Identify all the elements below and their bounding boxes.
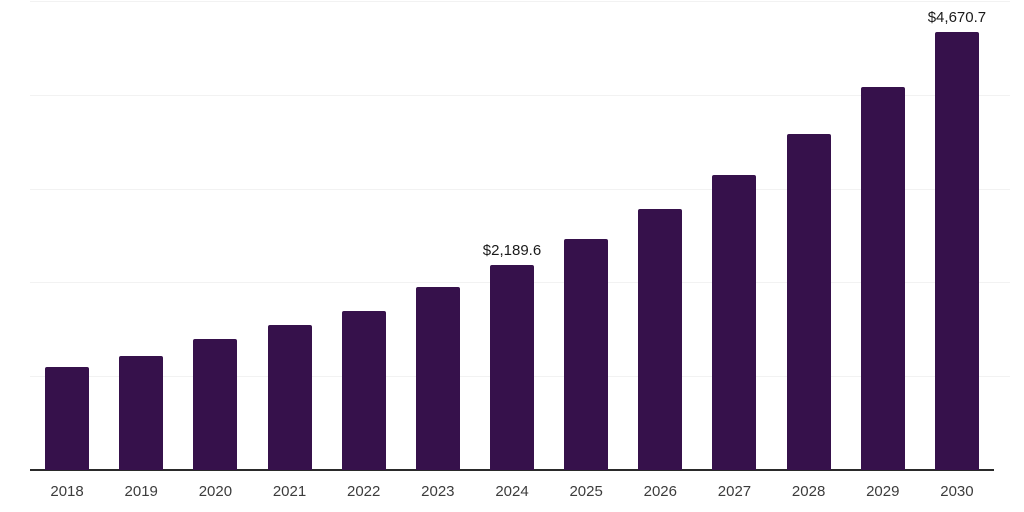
bar-2023[interactable] (415, 287, 460, 470)
x-tick-label-2020: 2020 (198, 483, 233, 500)
bar-2024[interactable] (490, 264, 534, 470)
bar-2020[interactable] (193, 339, 238, 470)
x-tick-label-2024: 2024 (495, 483, 529, 500)
bar-2022[interactable] (341, 311, 386, 470)
x-tick-label-2029: 2029 (866, 483, 900, 500)
x-tick-label-2027: 2027 (717, 483, 752, 500)
x-tick-label-2021: 2021 (272, 483, 307, 500)
x-tick-label-2030: 2030 (940, 483, 974, 500)
x-tick-label-2025: 2025 (569, 483, 603, 500)
x-tick-label-2018: 2018 (50, 483, 84, 500)
x-tick-label-2023: 2023 (421, 483, 455, 500)
bar-2018[interactable] (45, 367, 90, 470)
bar-2028[interactable] (786, 134, 831, 470)
bar-2025[interactable] (564, 239, 609, 470)
bar-2021[interactable] (267, 325, 312, 470)
bar-2030[interactable] (934, 31, 979, 470)
x-tick-label-2019: 2019 (124, 483, 158, 500)
gridline-5000 (30, 1, 1010, 2)
x-tick-label-2022: 2022 (347, 483, 381, 500)
bar-2029[interactable] (860, 87, 905, 470)
bar-value-label-2030: $4,670.7 (927, 8, 987, 26)
bar-value-label-2024: $2,189.6 (482, 241, 542, 259)
gridline-4000 (30, 94, 1010, 96)
gridline-3000 (30, 188, 1010, 190)
x-axis-line (30, 469, 994, 471)
bar-2027[interactable] (712, 175, 757, 470)
x-tick-label-2026: 2026 (643, 483, 677, 500)
x-tick-label-2028: 2028 (791, 483, 826, 500)
bar-2026[interactable] (638, 209, 683, 470)
bar-2019[interactable] (119, 356, 164, 470)
